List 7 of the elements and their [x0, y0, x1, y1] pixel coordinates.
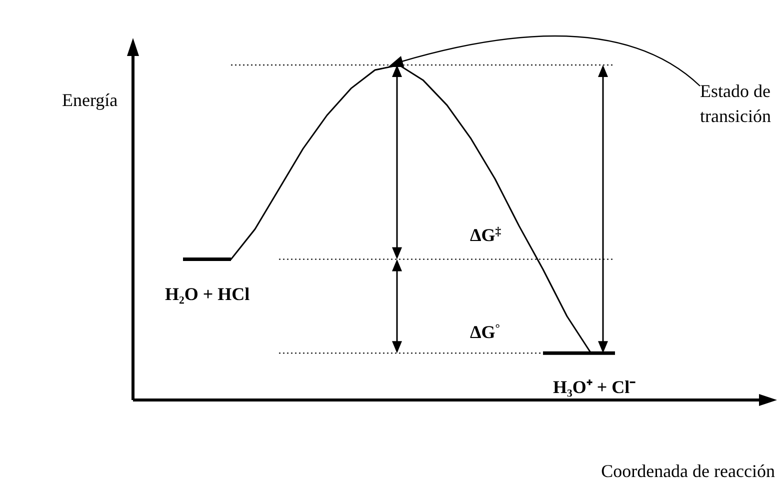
annotation: H₂O + HCl	[165, 284, 250, 304]
annotation: H₃O⁺ + Cl⁻	[553, 377, 636, 397]
annotation: ΔG$^{°}$	[470, 322, 500, 342]
y-axis-title: Energía	[62, 90, 118, 110]
annotation: ΔG$^{‡}$	[470, 224, 502, 245]
text: Estado de transición	[700, 81, 771, 126]
x-axis-title: Coordenada de reacción	[601, 461, 775, 481]
